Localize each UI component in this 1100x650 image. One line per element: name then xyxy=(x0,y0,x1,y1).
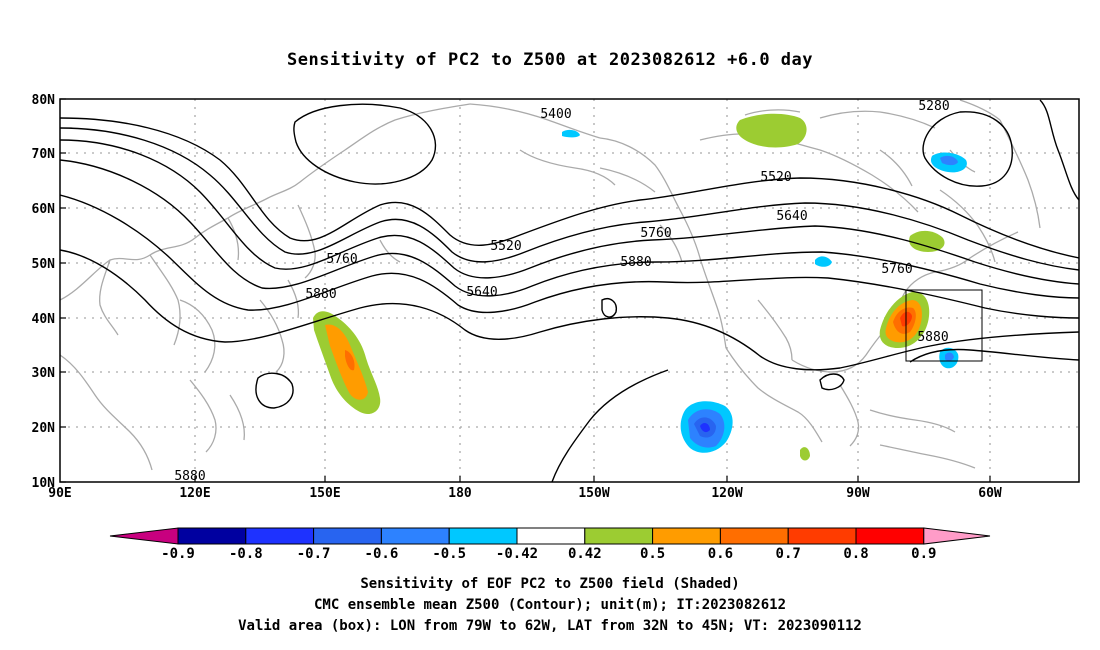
longitude-labels: 90E 120E 150E 180 150W 120W 90W 60W xyxy=(48,486,1002,501)
caption: Sensitivity of EOF PC2 to Z500 field (Sh… xyxy=(0,574,1100,637)
colorbar-segment xyxy=(313,527,382,545)
contour-label: 5520 xyxy=(760,170,791,185)
colorbar-segment xyxy=(245,527,315,545)
colorbar-label: 0.5 xyxy=(640,546,665,562)
lat-label-60n: 60N xyxy=(32,202,56,217)
colorbar-segment xyxy=(380,527,450,545)
colorbar-label: 0.7 xyxy=(776,546,801,562)
caption-line-shading: Sensitivity of EOF PC2 to Z500 field (Sh… xyxy=(360,576,740,592)
colorbar-label: -0.7 xyxy=(297,546,331,562)
colorbar-segment xyxy=(584,527,654,545)
colorbar: -0.9 -0.8 -0.7 -0.6 -0.5 -0.42 0.42 0.5 … xyxy=(109,527,991,562)
contour-label: 5280 xyxy=(918,99,949,114)
lat-label-70n: 70N xyxy=(32,147,56,162)
lat-label-30n: 30N xyxy=(32,366,56,381)
caption-line-contour: CMC ensemble mean Z500 (Contour); unit(m… xyxy=(313,597,786,613)
positive-patch-arctic xyxy=(736,113,807,148)
latitude-labels: 80N 70N 60N 50N 40N 30N 20N 10N xyxy=(32,93,56,491)
lon-label-60w: 60W xyxy=(978,486,1002,501)
contour-label: 5760 xyxy=(326,252,357,267)
lat-label-40n: 40N xyxy=(32,312,56,327)
map-title: Sensitivity of PC2 to Z500 at 2023082612… xyxy=(286,50,813,70)
lon-label-120e: 120E xyxy=(179,486,210,501)
contour-label: 5880 xyxy=(620,255,651,270)
z500-contours xyxy=(60,99,1079,482)
contour-label: 5640 xyxy=(466,285,497,300)
colorbar-segment xyxy=(448,527,518,545)
lat-label-20n: 20N xyxy=(32,421,56,436)
colorbar-segment xyxy=(516,527,586,545)
contour-label: 5520 xyxy=(490,239,521,254)
lon-label-150w: 150W xyxy=(578,486,609,501)
colorbar-label: -0.5 xyxy=(432,546,466,562)
colorbar-label: -0.8 xyxy=(229,546,263,562)
colorbar-label: 0.8 xyxy=(843,546,868,562)
colorbar-segment xyxy=(719,527,789,545)
colorbar-segment xyxy=(855,527,925,545)
colorbar-label: 0.42 xyxy=(568,546,602,562)
lon-label-120w: 120W xyxy=(711,486,742,501)
positive-patch-labrador xyxy=(909,230,945,252)
colorbar-segment xyxy=(787,527,857,545)
contour-label: 5400 xyxy=(540,107,571,122)
colorbar-label: -0.9 xyxy=(161,546,195,562)
lon-label-90e: 90E xyxy=(48,486,71,501)
contour-label: 5880 xyxy=(917,330,948,345)
colorbar-label: 0.6 xyxy=(708,546,733,562)
colorbar-label: -0.6 xyxy=(365,546,399,562)
plot-frame xyxy=(59,98,1080,483)
lat-label-50n: 50N xyxy=(32,257,56,272)
colorbar-segment xyxy=(177,527,247,545)
valid-area-box xyxy=(905,289,983,362)
colorbar-left-triangle xyxy=(109,527,179,545)
lon-label-180: 180 xyxy=(448,486,472,501)
axis-ticks xyxy=(60,98,991,483)
lon-label-90w: 90W xyxy=(846,486,870,501)
lat-label-80n: 80N xyxy=(32,93,56,108)
caption-line-valid-area: Valid area (box): LON from 79W to 62W, L… xyxy=(238,618,862,634)
colorbar-label: 0.9 xyxy=(911,546,936,562)
contour-label: 5760 xyxy=(881,262,912,277)
sensitivity-shading xyxy=(313,113,967,461)
lat-label-10n: 10N xyxy=(32,476,56,491)
contour-label: 5880 xyxy=(174,469,205,484)
contour-label: 5640 xyxy=(776,209,807,224)
colorbar-label: -0.42 xyxy=(496,546,538,562)
colorbar-right-triangle xyxy=(923,527,991,545)
lon-label-150e: 150E xyxy=(309,486,340,501)
contour-labels: 5400 5280 5520 5640 5760 5880 5520 5760 … xyxy=(174,99,949,484)
contour-label: 5760 xyxy=(640,226,671,241)
contour-label: 5880 xyxy=(305,287,336,302)
colorbar-segment xyxy=(652,527,721,545)
